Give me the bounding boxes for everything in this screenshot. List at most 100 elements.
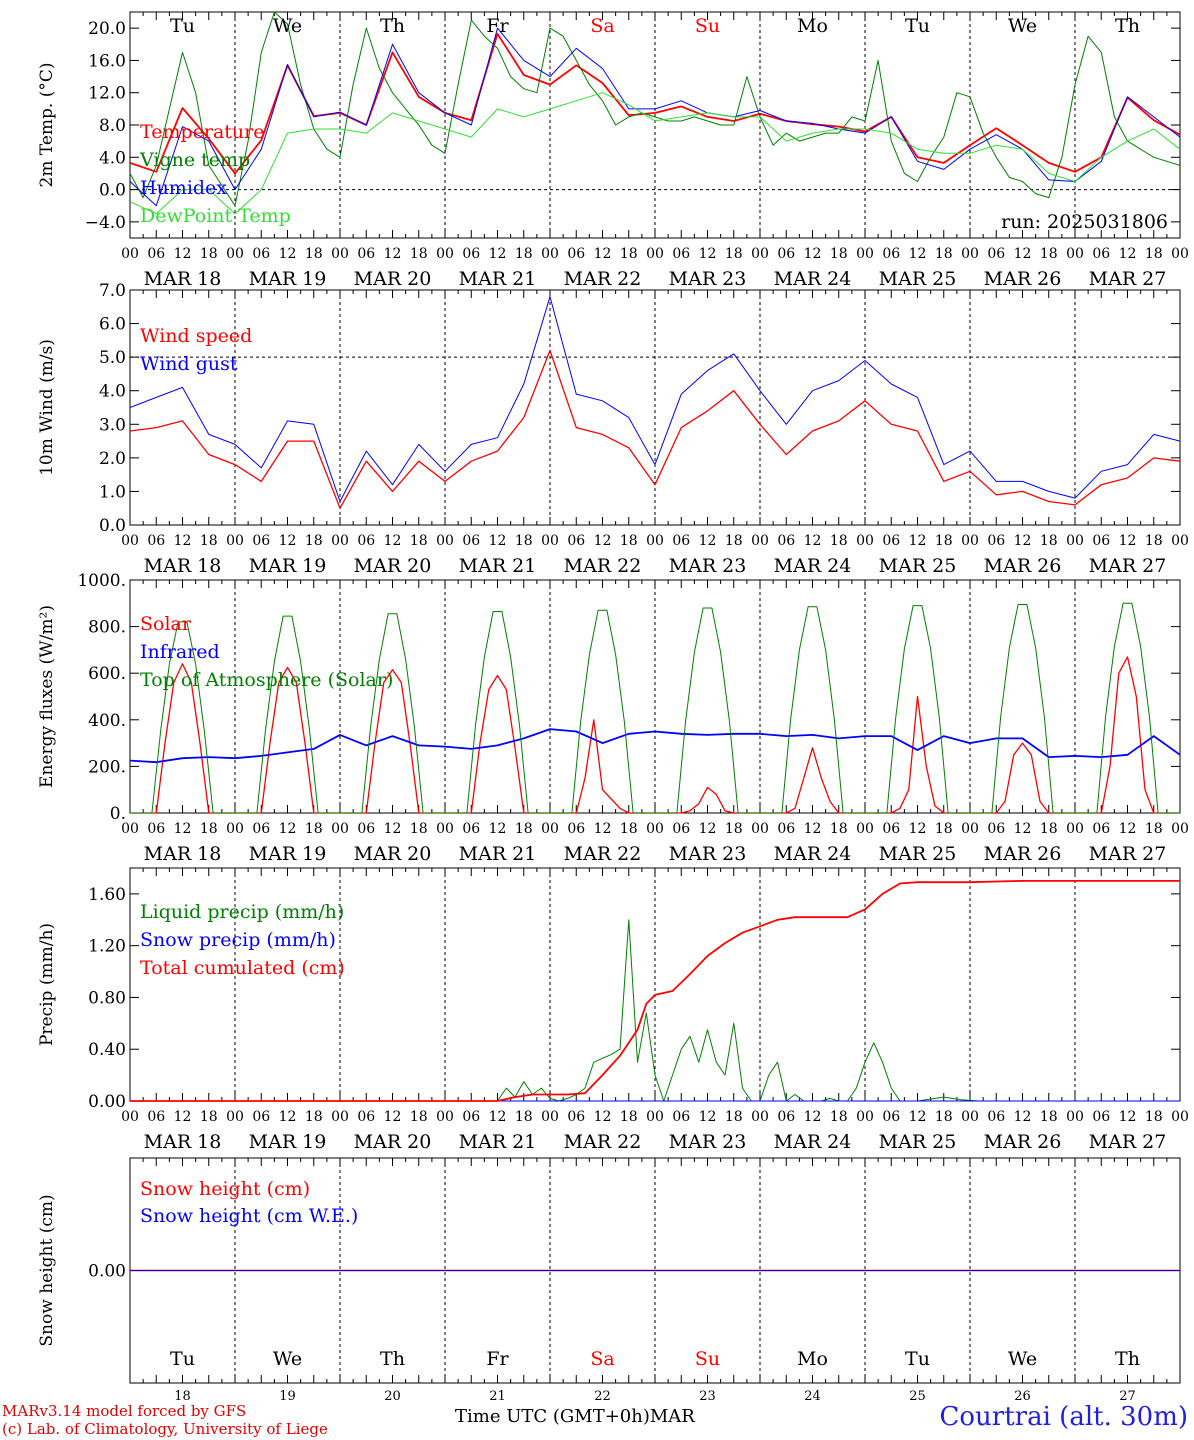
- y-tick-label: 3.0: [99, 415, 126, 435]
- y-tick-label: 0.00: [88, 1262, 126, 1282]
- date-label: MAR 25: [879, 268, 957, 290]
- day-number-label: 21: [489, 1389, 506, 1404]
- hour-tick-label: 00: [1066, 533, 1084, 549]
- hour-tick-label: 06: [462, 821, 480, 837]
- hour-tick-label: 00: [751, 1109, 769, 1125]
- hour-tick-label: 12: [804, 533, 822, 549]
- y-tick-label: 4.0: [99, 148, 126, 168]
- date-label: MAR 20: [354, 555, 432, 577]
- panel-1: −4.0 0.0 4.0 8.0 12.0 16.0 20.0 2m Temp. (°C) Te…: [37, 11, 1189, 290]
- legend-entry: Wind speed: [140, 325, 252, 347]
- date-label: MAR 25: [879, 555, 957, 577]
- weekday-label: Tu: [170, 15, 195, 37]
- panel-4: 0.00 0.40 0.80 1.20 1.60 Precip (mm/h) Liquid …: [37, 867, 1189, 1153]
- hour-tick-label: 18: [935, 821, 953, 837]
- model-credit: MARv3.14 model forced by GFS: [2, 1402, 247, 1420]
- hour-tick-label: 18: [830, 533, 848, 549]
- panel-2: 0.0 1.0 2.0 3.0 4.0 5.0 6.0 7.0 10m Wind (m/s) Wi…: [37, 281, 1189, 577]
- date-label: MAR 20: [354, 1131, 432, 1153]
- weekday-label: Sa: [590, 15, 614, 37]
- date-label: MAR 21: [459, 1131, 537, 1153]
- hour-tick-label: 12: [489, 533, 507, 549]
- weekday-label: Th: [1115, 15, 1140, 37]
- date-label: MAR 19: [249, 843, 327, 865]
- y-tick-label: 6.0: [99, 315, 126, 335]
- series-line: [130, 602, 1180, 814]
- hour-tick-label: 12: [699, 246, 717, 262]
- hour-tick-label: 18: [410, 821, 428, 837]
- hour-tick-label: 06: [252, 1109, 270, 1125]
- y-axis-label: 2m Temp. (°C): [37, 62, 57, 187]
- hour-tick-label: 18: [515, 246, 533, 262]
- hour-tick-label: 12: [1119, 246, 1137, 262]
- date-label: MAR 21: [459, 268, 537, 290]
- hour-tick-label: 00: [1171, 246, 1189, 262]
- hour-tick-label: 00: [1171, 821, 1189, 837]
- legend-entry: Snow height (cm): [140, 1178, 310, 1200]
- hour-tick-label: 00: [751, 821, 769, 837]
- hour-tick-label: 06: [777, 821, 795, 837]
- day-number-label: 23: [699, 1389, 716, 1404]
- hour-tick-label: 06: [1092, 1109, 1110, 1125]
- hour-tick-label: 18: [410, 1109, 428, 1125]
- hour-tick-label: 00: [856, 533, 874, 549]
- legend-entry: Wind gust: [140, 353, 238, 375]
- hour-tick-label: 06: [357, 246, 375, 262]
- hour-tick-label: 06: [252, 533, 270, 549]
- hour-tick-label: 06: [1092, 821, 1110, 837]
- series-line: [129, 92, 1181, 215]
- date-label: MAR 18: [144, 1131, 222, 1153]
- date-label: MAR 26: [984, 268, 1062, 290]
- hour-tick-label: 12: [594, 533, 612, 549]
- weekday-label: Su: [695, 15, 720, 37]
- hour-tick-label: 00: [331, 246, 349, 262]
- hour-tick-label: 18: [515, 533, 533, 549]
- date-label: MAR 24: [774, 843, 852, 865]
- y-tick-label: 200.: [88, 757, 126, 777]
- hour-tick-label: 06: [567, 821, 585, 837]
- hour-tick-label: 12: [489, 1109, 507, 1125]
- weekday-label: Mo: [797, 15, 828, 37]
- hour-tick-label: 06: [672, 246, 690, 262]
- day-number-label: 18: [174, 1389, 191, 1404]
- weekday-label: Fr: [486, 1348, 509, 1370]
- hour-tick-label: 18: [935, 246, 953, 262]
- hour-tick-label: 00: [961, 821, 979, 837]
- hour-tick-label: 12: [174, 246, 192, 262]
- y-tick-label: 600.: [88, 664, 126, 684]
- date-label: MAR 27: [1089, 555, 1167, 577]
- hour-tick-label: 12: [489, 246, 507, 262]
- weekday-label: Tu: [170, 1348, 195, 1370]
- hour-tick-label: 18: [1145, 821, 1163, 837]
- hour-tick-label: 18: [725, 1109, 743, 1125]
- hour-tick-label: 18: [200, 821, 218, 837]
- hour-tick-label: 00: [856, 821, 874, 837]
- hour-tick-label: 00: [121, 246, 139, 262]
- hour-tick-label: 18: [620, 821, 638, 837]
- hour-tick-label: 06: [882, 821, 900, 837]
- hour-tick-label: 00: [331, 533, 349, 549]
- day-number-label: 27: [1119, 1389, 1136, 1404]
- date-label: MAR 22: [564, 1131, 642, 1153]
- day-number-label: 24: [804, 1389, 821, 1404]
- hour-tick-label: 12: [804, 821, 822, 837]
- date-label: MAR 27: [1089, 268, 1167, 290]
- hour-tick-label: 00: [646, 533, 664, 549]
- hour-tick-label: 06: [252, 246, 270, 262]
- hour-tick-label: 00: [226, 533, 244, 549]
- legend-entry: Temperature: [140, 121, 264, 143]
- date-label: MAR 23: [669, 268, 747, 290]
- hour-tick-label: 00: [1066, 1109, 1084, 1125]
- hour-tick-label: 12: [1119, 533, 1137, 549]
- hour-tick-label: 18: [725, 533, 743, 549]
- hour-tick-label: 06: [567, 246, 585, 262]
- y-axis-label: Snow height (cm): [37, 1194, 57, 1346]
- legend-entry: Liquid precip (mm/h): [140, 901, 344, 923]
- weekday-label: Tu: [905, 1348, 930, 1370]
- legend-entry: Humidex: [140, 177, 227, 199]
- hour-tick-label: 06: [1092, 246, 1110, 262]
- hour-tick-label: 00: [646, 821, 664, 837]
- hour-tick-label: 06: [462, 246, 480, 262]
- weekday-label: We: [273, 15, 302, 37]
